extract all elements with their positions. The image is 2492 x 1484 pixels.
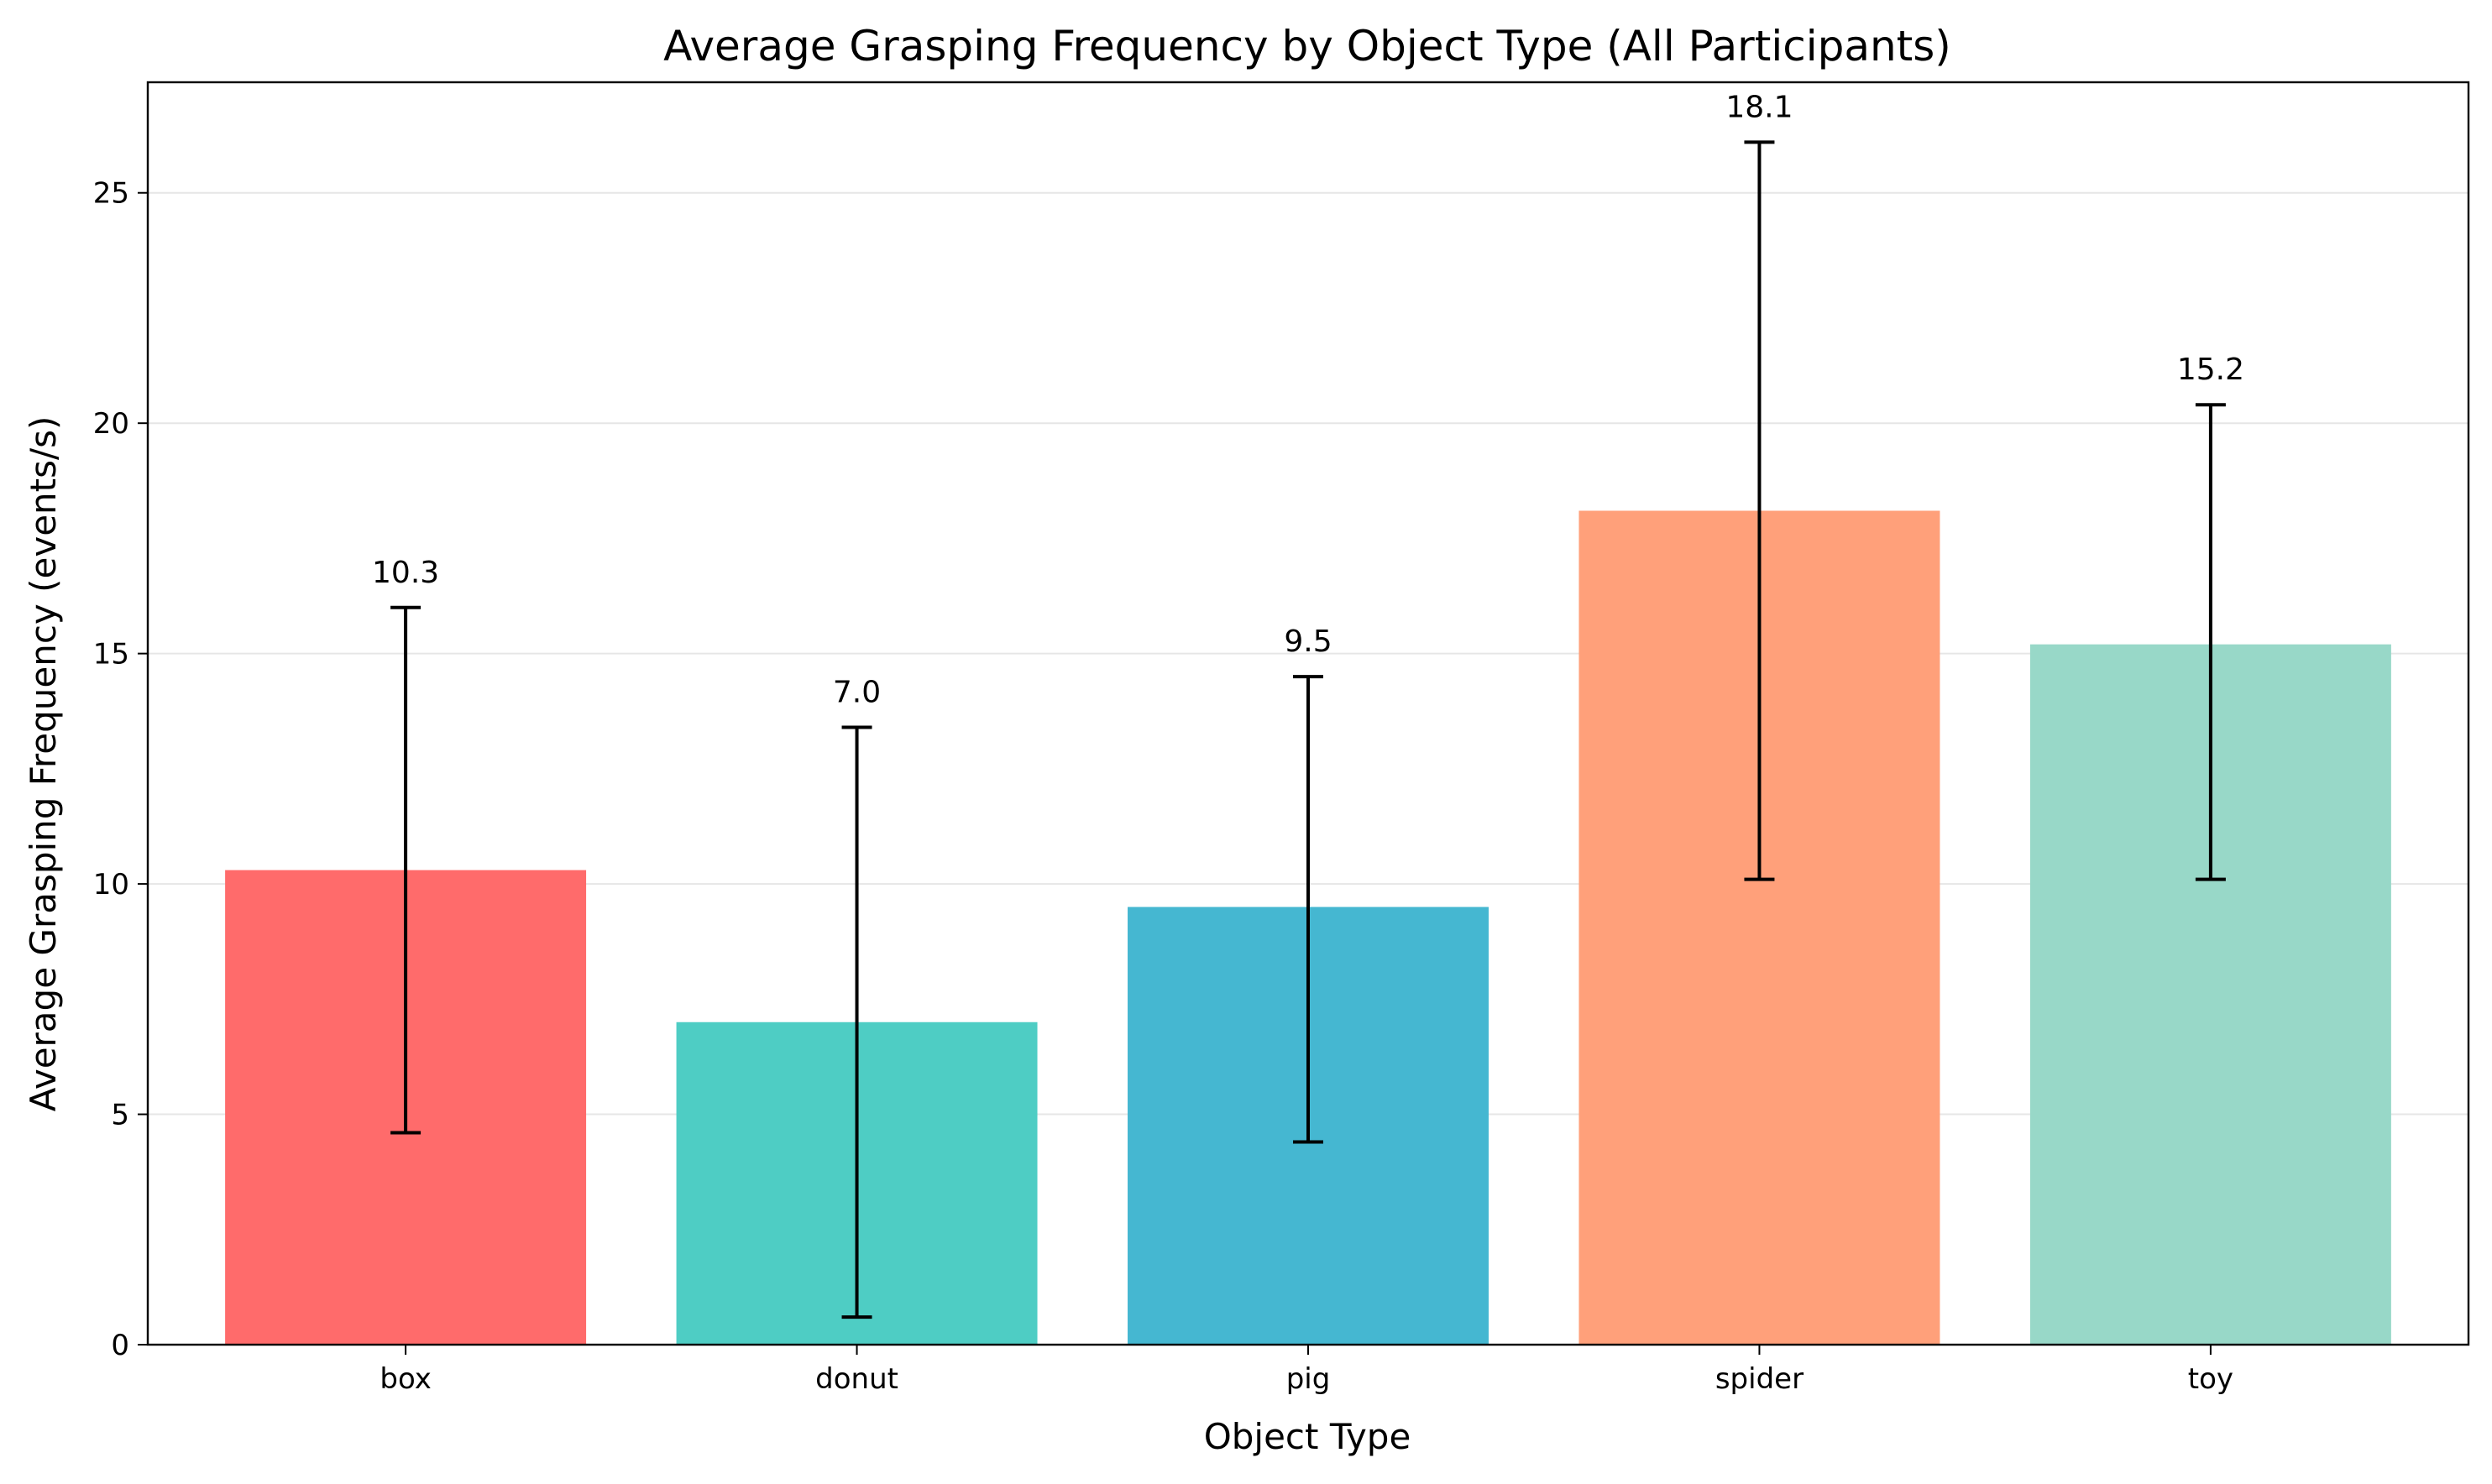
chart-title: Average Grasping Frequency by Object Typ… [663,22,1951,71]
y-axis-title: Average Grasping Frequency (events/s) [23,416,64,1112]
y-tick-label: 15 [93,638,129,671]
x-tick-label-donut: donut [815,1362,898,1396]
bar-value-labels: 10.3 7.0 9.5 18.1 15.2 [372,90,2244,709]
y-axis-ticks: 0 5 10 15 20 25 [93,177,148,1362]
y-tick-label: 10 [93,868,129,901]
error-bars [390,140,2226,1319]
y-tick-label: 5 [111,1099,129,1132]
value-label-toy: 15.2 [2177,353,2244,387]
value-label-box: 10.3 [372,556,439,590]
value-label-donut: 7.0 [833,675,881,709]
x-tick-label-toy: toy [2188,1362,2233,1396]
y-tick-label: 20 [93,407,129,441]
y-tick-label: 25 [93,177,129,211]
value-label-spider: 18.1 [1725,90,1793,124]
value-label-pig: 9.5 [1284,624,1332,659]
x-tick-label-spider: spider [1715,1362,1804,1396]
y-tick-label: 0 [111,1329,129,1362]
x-tick-label-box: box [380,1362,431,1396]
x-axis-title: Object Type [1204,1416,1411,1457]
x-tick-label-pig: pig [1286,1362,1331,1396]
x-axis-ticks: box donut pig spider toy [380,1345,2233,1396]
